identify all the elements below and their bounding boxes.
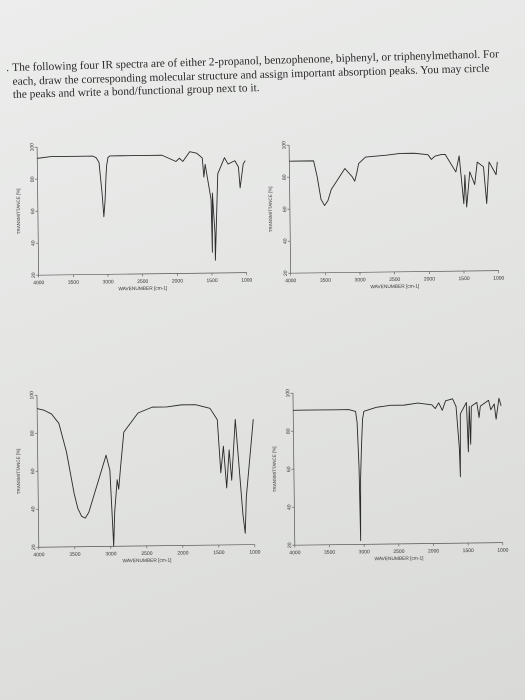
y-tick-label: 40 — [283, 238, 289, 244]
y-tick-label: 40 — [287, 504, 293, 510]
x-axis-label: WAVENUMBER [cm-1] — [118, 286, 167, 293]
x-tick-label: 2500 — [389, 277, 400, 283]
spectrum-plot-2: 4000 3500 3000 2500 2000 1500 1000 100 80 60 40 20 W… — [265, 137, 507, 300]
y-tick-label: 20 — [283, 270, 289, 276]
spectrum-plot-3: 4000 3500 3000 2500 2000 1500 1000 100 80 60 40 20 W… — [13, 386, 263, 573]
x-tick-label: 2000 — [172, 278, 183, 284]
spectrum-line — [37, 404, 254, 547]
spectrum-line — [289, 152, 498, 208]
x-tick-label: 3000 — [105, 551, 116, 557]
y-tick-label: 40 — [31, 240, 37, 246]
x-tick-label: 3000 — [354, 277, 365, 283]
x-tick-label: 2000 — [428, 548, 439, 554]
y-tick-label: 60 — [30, 208, 36, 214]
y-tick-label: 100 — [29, 143, 35, 152]
axes: 4000 3500 3000 2500 2000 1500 1000 100 80 60 40 20 W… — [16, 391, 261, 565]
y-axis-label: TRANSMITTANCE [%] — [16, 449, 22, 495]
x-tick-label: 1000 — [249, 550, 260, 556]
y-tick-label: 60 — [282, 206, 288, 212]
spectrum-plot-4: 4000 3500 3000 2500 2000 1500 1000 100 80 60 40 20 W… — [269, 385, 511, 572]
spectrum-svg-3: 4000 3500 3000 2500 2000 1500 1000 100 80 60 40 20 W… — [16, 391, 261, 565]
x-tick-label: 2500 — [137, 279, 148, 285]
x-tick-label: 1500 — [463, 548, 474, 554]
x-tick-label: 2500 — [141, 551, 152, 557]
y-axis-label: TRANSMITTANCE [%] — [268, 187, 274, 233]
x-tick-label: 3500 — [320, 278, 331, 284]
y-tick-label: 20 — [287, 542, 293, 548]
y-axis-label: TRANSMITTANCE [%] — [272, 447, 278, 493]
x-tick-label: 4000 — [285, 278, 296, 284]
x-axis-label: WAVENUMBER [cm-1] — [374, 556, 423, 563]
x-tick-label: 1000 — [241, 278, 252, 284]
x-axis-line — [38, 272, 247, 276]
spectrum-svg-2: 4000 3500 3000 2500 2000 1500 1000 100 80 60 40 20 W… — [268, 141, 505, 291]
y-tick-label: 80 — [30, 430, 36, 436]
spectrum-line — [37, 151, 246, 261]
x-tick-label: 1000 — [493, 276, 504, 282]
axes: 4000 3500 3000 2500 2000 1500 1000 100 80 60 40 20 W… — [268, 141, 505, 291]
x-axis-label: WAVENUMBER [cm-1] — [122, 558, 171, 565]
x-tick-label: 3500 — [324, 550, 335, 556]
question-bullet: . — [6, 62, 10, 75]
y-tick-label: 60 — [286, 466, 292, 472]
spectrum-svg-4: 4000 3500 3000 2500 2000 1500 1000 100 80 60 40 20 W… — [272, 389, 509, 563]
spectrum-svg-1: 4000 3500 3000 2500 2000 1500 1000 100 80 60 40 20 W… — [16, 143, 253, 293]
x-axis-label: WAVENUMBER [cm-1] — [370, 284, 419, 291]
y-tick-label: 20 — [31, 272, 37, 278]
x-tick-label: 2000 — [424, 276, 435, 282]
x-tick-label: 1000 — [497, 548, 508, 554]
question-body: The following four IR spectra are of eit… — [12, 48, 499, 101]
x-tick-label: 3000 — [359, 549, 370, 555]
y-tick-label: 80 — [30, 176, 36, 182]
x-tick-label: 1500 — [458, 276, 469, 282]
x-tick-label: 1500 — [206, 278, 217, 284]
y-axis-label: TRANSMITTANCE [%] — [16, 189, 22, 235]
y-tick-label: 100 — [29, 391, 35, 400]
x-tick-label: 4000 — [33, 280, 44, 286]
x-tick-label: 3000 — [102, 279, 113, 285]
axes: 4000 3500 3000 2500 2000 1500 1000 100 80 60 40 20 W… — [16, 143, 253, 293]
x-tick-label: 4000 — [33, 552, 44, 558]
y-tick-label: 100 — [285, 389, 291, 398]
spectrum-plot-1: 4000 3500 3000 2500 2000 1500 1000 100 80 60 40 20 W… — [13, 139, 255, 302]
question-text: . The following four IR spectra are of e… — [6, 48, 503, 102]
x-tick-label: 1500 — [213, 550, 224, 556]
y-tick-label: 100 — [281, 141, 287, 150]
x-tick-label: 3500 — [68, 280, 79, 286]
y-tick-label: 60 — [30, 468, 36, 474]
y-tick-label: 80 — [286, 428, 292, 434]
x-tick-label: 3500 — [69, 552, 80, 558]
x-tick-label: 2000 — [177, 550, 188, 556]
x-tick-label: 2500 — [393, 549, 404, 555]
y-tick-label: 40 — [31, 506, 37, 512]
x-tick-label: 4000 — [289, 550, 300, 556]
axes: 4000 3500 3000 2500 2000 1500 1000 100 80 60 40 20 W… — [272, 389, 509, 563]
x-axis-line — [290, 270, 499, 274]
y-tick-label: 20 — [31, 544, 37, 550]
spectrum-line — [293, 397, 502, 542]
y-tick-label: 80 — [282, 174, 288, 180]
